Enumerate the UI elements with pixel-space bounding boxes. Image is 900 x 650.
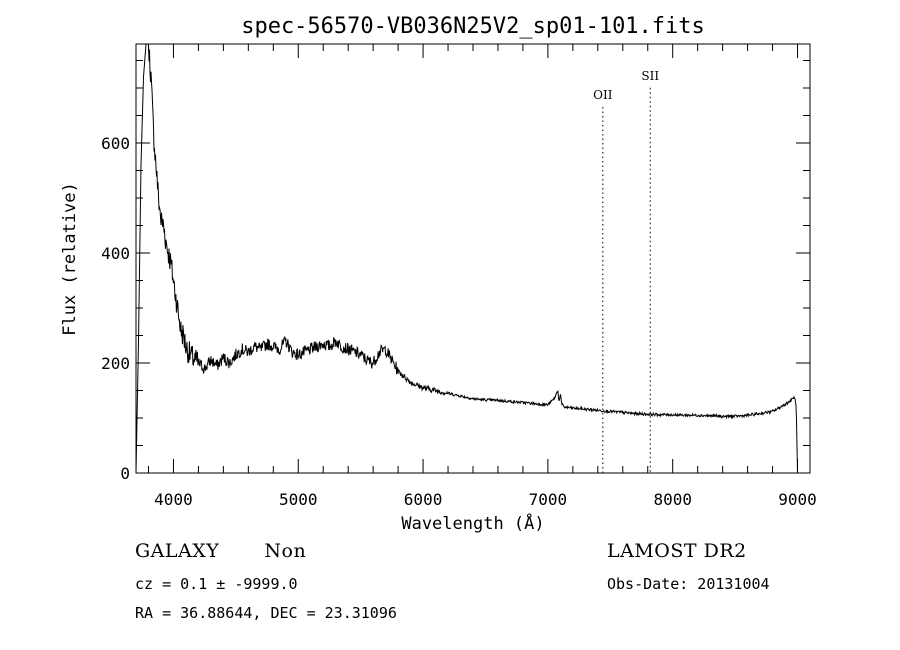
spectrum-line (135, 43, 798, 474)
object-class: GALAXY Non (135, 540, 306, 562)
y-tick-label: 200 (101, 354, 130, 373)
annotation-label: OII (593, 88, 613, 102)
redshift-info: cz = 0.1 ± -9999.0 (135, 575, 298, 593)
x-axis-label: Wavelength (Å) (401, 512, 544, 534)
chart-title: spec-56570-VB036N25V2_sp01-101.fits (241, 14, 705, 39)
spectrum-series (135, 43, 798, 474)
y-axis-label: Flux (relative) (60, 182, 80, 336)
x-tick-label: 7000 (529, 490, 568, 509)
survey-label: LAMOST DR2 (607, 540, 747, 562)
axis-tick-labels: 4000 5000 6000 7000 8000 9000 0 200 400 600 (101, 134, 817, 509)
x-tick-label: 5000 (279, 490, 318, 509)
plot-frame (135, 43, 811, 474)
obs-date-label: Obs-Date: 20131004 (607, 575, 770, 593)
x-tick-label: 6000 (404, 490, 443, 509)
y-tick-label: 600 (101, 134, 130, 153)
annotation-label: SII (641, 69, 659, 83)
axes-frame (135, 43, 811, 474)
x-tick-label: 4000 (154, 490, 193, 509)
y-tick-label: 0 (120, 464, 130, 483)
x-tick-label: 9000 (778, 490, 817, 509)
y-tick-label: 400 (101, 244, 130, 263)
x-tick-label: 8000 (653, 490, 692, 509)
axis-ticks (136, 44, 810, 474)
object-subclass-label: Non (264, 540, 307, 562)
line-annotations: OII SII (593, 69, 659, 473)
coordinates-info: RA = 36.88644, DEC = 23.31096 (135, 604, 397, 622)
object-class-label: GALAXY (135, 540, 220, 562)
